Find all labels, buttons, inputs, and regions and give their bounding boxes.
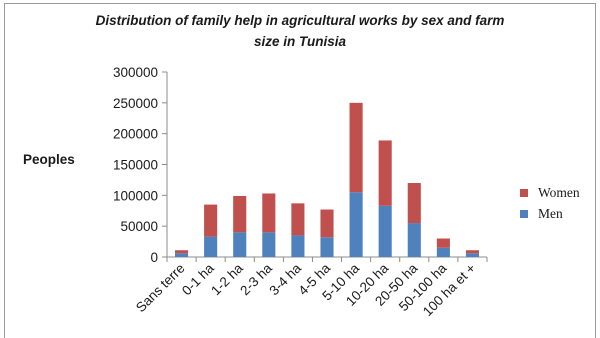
bar-men-9 xyxy=(436,247,450,257)
y-tick-label: 200000 xyxy=(113,127,158,142)
x-tick-label: 0-1 ha xyxy=(179,260,217,298)
chart-title-line-1: Distribution of family help in agricultu… xyxy=(95,13,505,28)
legend-swatch-women xyxy=(520,189,528,197)
bar-women-1 xyxy=(204,204,218,237)
y-tick-label: 50000 xyxy=(120,219,158,234)
bar-women-5 xyxy=(320,209,334,238)
bar-men-2 xyxy=(233,232,247,257)
bar-men-8 xyxy=(407,223,421,257)
x-tick-label: 2-3 ha xyxy=(237,260,275,298)
chart-title-line-2: size in Tunisia xyxy=(253,34,347,49)
bar-men-10 xyxy=(465,253,479,257)
bar-women-4 xyxy=(291,203,305,236)
y-tick-label: 0 xyxy=(150,250,158,265)
bar-men-4 xyxy=(291,235,305,257)
bar-women-10 xyxy=(465,250,479,254)
y-tick-label: 100000 xyxy=(113,188,158,203)
bar-women-7 xyxy=(378,140,392,206)
y-axis-label: Peoples xyxy=(23,152,75,167)
bar-men-3 xyxy=(262,232,276,257)
legend-label-men: Men xyxy=(538,206,563,221)
x-tick-label: 3-4 ha xyxy=(266,260,304,298)
bar-men-0 xyxy=(175,253,189,257)
bar-women-2 xyxy=(233,195,247,233)
bar-women-6 xyxy=(349,102,363,193)
bar-women-0 xyxy=(175,250,189,254)
bar-men-6 xyxy=(349,192,363,257)
y-tick-label: 150000 xyxy=(113,158,158,173)
chart-frame xyxy=(4,3,596,338)
bar-men-5 xyxy=(320,237,334,257)
y-tick-label: 250000 xyxy=(113,96,158,111)
x-tick-label: 1-2 ha xyxy=(208,260,246,298)
bar-women-9 xyxy=(436,238,450,248)
legend-label-women: Women xyxy=(538,185,580,200)
legend-swatch-men xyxy=(520,210,528,218)
y-tick-label: 300000 xyxy=(113,65,158,80)
bar-men-1 xyxy=(204,236,218,257)
bar-women-8 xyxy=(407,183,421,224)
bar-men-7 xyxy=(378,205,392,257)
bar-women-3 xyxy=(262,193,276,233)
